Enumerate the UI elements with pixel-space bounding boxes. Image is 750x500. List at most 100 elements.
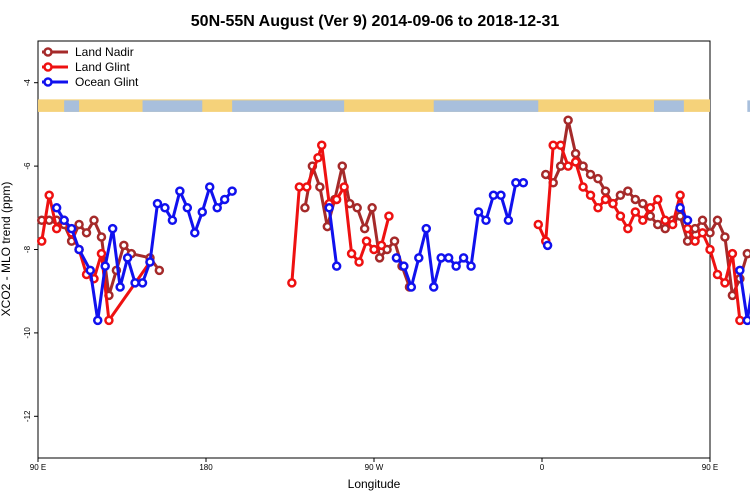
data-point — [354, 257, 364, 267]
legend-marker — [43, 47, 53, 57]
series-land-glint — [36, 140, 745, 326]
data-point — [585, 169, 596, 180]
data-point — [690, 236, 700, 246]
data-point — [660, 223, 670, 234]
data-point — [414, 253, 424, 263]
data-point — [555, 140, 566, 150]
data-point — [638, 198, 648, 209]
data-point — [122, 253, 133, 263]
data-point — [727, 248, 738, 259]
data-point — [542, 240, 553, 251]
data-point — [204, 182, 215, 192]
data-point — [443, 253, 454, 263]
y-ticks: -12 -10 -8 -6 -4 — [23, 79, 38, 422]
data-point — [44, 190, 54, 201]
data-point — [563, 161, 573, 171]
y-tick-label: -8 — [23, 245, 32, 253]
data-point — [406, 282, 417, 292]
data-point — [466, 261, 476, 271]
ocean-patch — [232, 100, 345, 112]
data-point — [212, 203, 222, 213]
data-point — [197, 207, 208, 217]
data-point — [59, 215, 69, 226]
data-point — [630, 194, 641, 205]
data-point — [720, 232, 730, 242]
data-point — [608, 198, 618, 209]
data-point — [51, 223, 62, 234]
x-axis-label: Longitude — [348, 477, 401, 491]
y-tick-label: -12 — [23, 410, 32, 422]
data-point — [593, 203, 603, 213]
land-strip — [38, 99, 710, 112]
data-point — [578, 161, 588, 171]
y-tick-label: -6 — [23, 162, 32, 170]
data-point — [578, 182, 588, 192]
data-point — [89, 215, 99, 226]
data-point — [697, 228, 708, 238]
data-point — [652, 194, 663, 205]
data-point — [555, 161, 566, 171]
data-point — [92, 315, 103, 326]
x-tick-label: 180 — [199, 463, 213, 472]
data-point — [324, 203, 334, 213]
data-point — [51, 203, 62, 213]
data-point — [458, 253, 469, 263]
data-point — [570, 157, 581, 167]
ocean-patch — [747, 100, 750, 112]
series-line — [327, 207, 339, 267]
data-point — [361, 236, 372, 246]
data-point — [742, 315, 750, 326]
data-point — [167, 215, 178, 226]
land-ocean-strip — [38, 99, 750, 112]
data-point — [570, 148, 581, 159]
data-point — [160, 203, 170, 213]
data-point — [346, 248, 357, 259]
data-point — [682, 236, 693, 246]
legend-label: Land Glint — [75, 60, 130, 74]
data-point — [585, 190, 596, 201]
data-point — [300, 203, 310, 213]
data-point — [667, 219, 678, 230]
data-point — [399, 261, 409, 271]
data-point — [712, 215, 723, 226]
legend-marker — [43, 77, 53, 87]
data-point — [137, 278, 148, 288]
data-point — [593, 173, 603, 184]
data-point — [451, 261, 461, 271]
data-point — [74, 219, 84, 230]
y-tick-label: -4 — [23, 79, 32, 87]
data-point — [66, 223, 77, 234]
data-point — [682, 223, 693, 234]
x-ticks: 90 E 180 90 W 0 90 E — [30, 458, 718, 472]
data-point — [473, 207, 484, 217]
data-point — [331, 261, 342, 271]
series-lines — [36, 115, 750, 326]
data-point — [540, 169, 551, 180]
x-tick-label: 90 W — [365, 463, 384, 472]
data-point — [190, 228, 200, 238]
data-point — [481, 215, 491, 226]
data-point — [313, 153, 323, 163]
data-point — [152, 198, 163, 209]
data-point — [115, 282, 125, 292]
data-point — [227, 186, 237, 196]
data-point — [104, 315, 114, 326]
data-point — [503, 215, 514, 226]
x-tick-label: 0 — [540, 463, 545, 472]
legend-label: Ocean Glint — [75, 75, 139, 89]
data-point — [100, 261, 110, 271]
data-point — [428, 282, 439, 292]
data-point — [81, 228, 92, 238]
data-point — [727, 290, 738, 301]
data-point — [391, 253, 402, 263]
data-point — [645, 203, 656, 213]
data-point — [548, 140, 558, 150]
data-point — [331, 194, 342, 205]
data-point — [154, 265, 165, 276]
data-point — [623, 223, 633, 234]
data-point — [630, 207, 641, 217]
data-point — [175, 186, 185, 196]
data-point — [735, 315, 745, 326]
data-point — [219, 194, 230, 205]
